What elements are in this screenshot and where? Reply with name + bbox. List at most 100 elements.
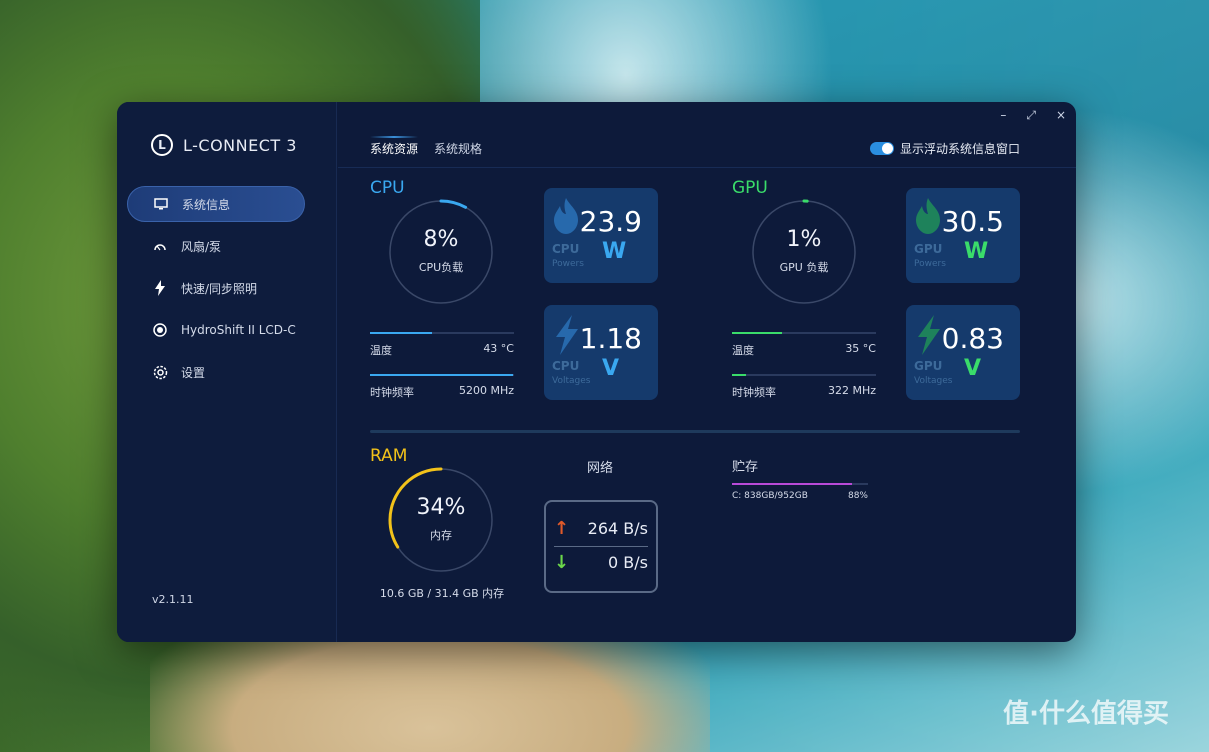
cpu-power-caption: CPU bbox=[552, 242, 580, 256]
tab-system-specs[interactable]: 系统规格 bbox=[434, 142, 483, 156]
cpu-temp-row: 温度 43 °C bbox=[370, 332, 514, 358]
monitor-icon bbox=[152, 195, 170, 213]
cpu-power-unit: W bbox=[602, 239, 627, 264]
network-download-value: 0 B/s bbox=[608, 553, 648, 572]
cpu-clock-value: 5200 MHz bbox=[458, 384, 514, 397]
close-button[interactable]: × bbox=[1055, 108, 1066, 122]
sidebar-item-system-info[interactable]: 系统信息 bbox=[127, 186, 305, 222]
lcd-dial-icon bbox=[151, 321, 169, 339]
brand: L L-CONNECT 3 bbox=[151, 134, 297, 156]
cpu-temp-value: 43 °C bbox=[483, 342, 514, 355]
minimize-button[interactable]: – bbox=[1000, 108, 1007, 122]
sidebar-item-label: HydroShift II LCD-C bbox=[181, 323, 296, 337]
cpu-load-value: 8% bbox=[423, 227, 459, 252]
header-divider bbox=[338, 167, 1076, 168]
gpu-voltage-caption: GPU bbox=[914, 359, 943, 373]
float-window-label: 显示浮动系统信息窗口 bbox=[899, 142, 1020, 156]
storage-percent: 88% bbox=[847, 491, 868, 501]
window-controls: – ⤢ × bbox=[1000, 108, 1066, 123]
gpu-title: GPU bbox=[732, 178, 768, 198]
network-separator bbox=[554, 546, 648, 547]
tab-bar: 系统资源 系统规格 bbox=[370, 136, 483, 163]
app-title: L-CONNECT 3 bbox=[183, 135, 297, 155]
arrow-down-icon: ↓ bbox=[554, 552, 570, 573]
sidebar-item-hydroshift[interactable]: HydroShift II LCD-C bbox=[127, 312, 305, 348]
gpu-voltage-value: 0.83 bbox=[941, 322, 1004, 355]
lightning-icon bbox=[151, 279, 169, 297]
gpu-voltage-tile: 0.83 V GPU Voltages bbox=[906, 305, 1020, 400]
tab-system-resources[interactable]: 系统资源 bbox=[370, 136, 419, 163]
cpu-load-label: CPU负载 bbox=[418, 261, 464, 274]
gpu-clock-value: 322 MHz bbox=[827, 384, 876, 397]
cpu-power-value: 23.9 bbox=[579, 205, 642, 238]
storage-bar bbox=[732, 483, 868, 485]
cpu-power-tile: 23.9 W CPU Powers bbox=[544, 188, 658, 283]
network-box: ↑ 264 B/s ↓ 0 B/s bbox=[544, 500, 658, 593]
gpu-temp-label: 温度 bbox=[732, 344, 754, 357]
cpu-temp-bar bbox=[370, 332, 514, 334]
gpu-power-sub: Powers bbox=[914, 259, 946, 269]
ram-gauge: 34% 内存 bbox=[388, 467, 494, 573]
flame-icon bbox=[552, 198, 580, 242]
gpu-clock-bar bbox=[732, 374, 876, 376]
section-divider bbox=[370, 430, 1020, 433]
gpu-clock-bar-fill bbox=[732, 374, 747, 376]
gpu-temp-row: 温度 35 °C bbox=[732, 332, 876, 358]
network-download-row: ↓ 0 B/s bbox=[554, 552, 648, 573]
gpu-load-value: 1% bbox=[786, 227, 822, 252]
gpu-power-caption: GPU bbox=[914, 242, 943, 256]
maximize-button[interactable]: ⤢ bbox=[1026, 108, 1036, 122]
cpu-voltage-sub: Voltages bbox=[552, 376, 591, 386]
ram-label: 内存 bbox=[430, 529, 452, 542]
cpu-voltage-tile: 1.18 V CPU Voltages bbox=[544, 305, 658, 400]
ram-usage: 10.6 GB / 31.4 GB 内存 bbox=[379, 587, 505, 600]
sidebar-item-label: 快速/同步照明 bbox=[181, 281, 258, 296]
gear-icon bbox=[151, 363, 169, 381]
storage-drive: C: 838GB/952GB bbox=[732, 491, 808, 501]
app-version: v2.1.11 bbox=[152, 593, 194, 606]
cpu-temp-label: 温度 bbox=[370, 344, 392, 357]
network-title: 网络 bbox=[587, 461, 614, 476]
cpu-clock-bar-fill bbox=[370, 374, 513, 376]
cpu-clock-row: 时钟频率 5200 MHz bbox=[370, 374, 514, 400]
arrow-up-icon: ↑ bbox=[554, 518, 570, 539]
cpu-voltage-value: 1.18 bbox=[579, 322, 642, 355]
gpu-clock-row: 时钟频率 322 MHz bbox=[732, 374, 876, 400]
sidebar-item-label: 系统信息 bbox=[182, 197, 231, 212]
gpu-power-tile: 30.5 W GPU Powers bbox=[906, 188, 1020, 283]
sidebar: L L-CONNECT 3 系统信息 风扇/泵 快速/同步照明 bbox=[117, 102, 337, 642]
network-upload-row: ↑ 264 B/s bbox=[554, 518, 648, 539]
cpu-power-sub: Powers bbox=[552, 259, 584, 269]
fan-gauge-icon bbox=[151, 237, 169, 255]
storage-detail: C: 838GB/952GB 88% bbox=[732, 491, 868, 501]
sidebar-item-lighting[interactable]: 快速/同步照明 bbox=[127, 270, 305, 306]
storage-bar-fill bbox=[732, 483, 852, 485]
sidebar-item-label: 设置 bbox=[181, 365, 206, 380]
toggle-switch[interactable] bbox=[869, 142, 894, 155]
cpu-title: CPU bbox=[370, 178, 405, 198]
app-window: L L-CONNECT 3 系统信息 风扇/泵 快速/同步照明 bbox=[117, 102, 1076, 642]
cpu-clock-bar bbox=[370, 374, 514, 376]
gpu-clock-label: 时钟频率 bbox=[732, 386, 776, 399]
gpu-power-unit: W bbox=[964, 239, 989, 264]
flame-icon bbox=[914, 198, 942, 242]
storage-title: 贮存 bbox=[732, 460, 759, 475]
cpu-load-ring bbox=[388, 199, 494, 305]
gpu-temp-bar bbox=[732, 332, 876, 334]
gpu-temp-value: 35 °C bbox=[845, 342, 876, 355]
cpu-load-gauge: 8% CPU负载 bbox=[388, 199, 494, 305]
gpu-voltage-sub: Voltages bbox=[914, 376, 953, 386]
gpu-voltage-unit: V bbox=[964, 356, 982, 381]
network-upload-value: 264 B/s bbox=[587, 519, 648, 538]
sidebar-item-fan-pump[interactable]: 风扇/泵 bbox=[127, 228, 305, 264]
bolt-icon bbox=[552, 315, 580, 363]
lianli-logo-icon: L bbox=[151, 134, 173, 156]
cpu-voltage-caption: CPU bbox=[552, 359, 580, 373]
gpu-load-ring bbox=[751, 199, 857, 305]
gpu-load-label: GPU 负载 bbox=[779, 261, 829, 274]
cpu-temp-bar-fill bbox=[370, 332, 432, 334]
float-window-toggle[interactable]: 显示浮动系统信息窗口 bbox=[869, 140, 1020, 157]
sidebar-item-settings[interactable]: 设置 bbox=[127, 354, 305, 390]
gpu-load-gauge: 1% GPU 负载 bbox=[751, 199, 857, 305]
ram-ring bbox=[388, 467, 494, 573]
